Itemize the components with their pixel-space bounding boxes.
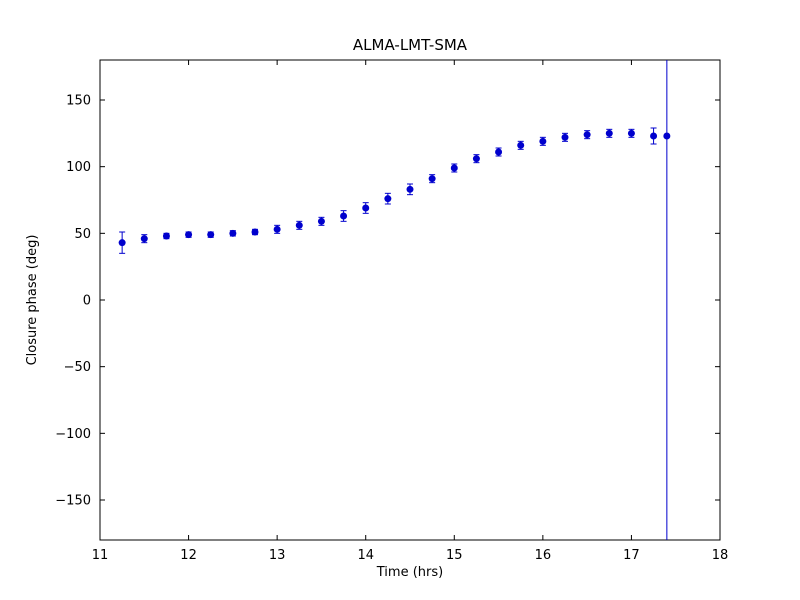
y-tick-label: 50 xyxy=(74,227,91,242)
data-point xyxy=(472,155,480,163)
data-point xyxy=(207,231,215,239)
y-tick-label: 150 xyxy=(66,94,91,109)
data-point xyxy=(539,137,547,145)
x-tick-label: 15 xyxy=(446,548,463,563)
data-point xyxy=(650,132,658,140)
data-point xyxy=(605,129,613,137)
data-point xyxy=(162,232,170,240)
data-point xyxy=(663,132,671,140)
y-tick-label: −50 xyxy=(64,360,91,375)
data-point xyxy=(627,129,635,137)
x-tick-label: 12 xyxy=(180,548,197,563)
x-tick-label: 17 xyxy=(623,548,640,563)
data-point xyxy=(362,204,370,212)
x-tick-label: 16 xyxy=(535,548,552,563)
data-point xyxy=(450,164,458,172)
data-point xyxy=(384,195,392,203)
plot-box xyxy=(99,59,721,541)
data-point xyxy=(251,228,259,236)
data-point xyxy=(229,229,237,237)
data-point xyxy=(317,217,325,225)
series-group xyxy=(118,60,671,540)
data-point xyxy=(406,185,414,193)
data-point xyxy=(140,235,148,243)
data-point xyxy=(495,148,503,156)
x-tick-label: 18 xyxy=(712,548,729,563)
x-tick-label: 13 xyxy=(269,548,286,563)
data-point xyxy=(340,212,348,220)
data-point xyxy=(295,221,303,229)
data-point xyxy=(583,131,591,139)
x-axis-label: Time (hrs) xyxy=(376,565,443,580)
data-point xyxy=(428,175,436,183)
y-tick-label: −100 xyxy=(55,427,91,442)
data-point xyxy=(561,133,569,141)
data-point xyxy=(118,239,126,247)
x-tick-label: 11 xyxy=(92,548,109,563)
data-point xyxy=(517,141,525,149)
y-tick-label: −150 xyxy=(55,494,91,509)
x-tick-label: 14 xyxy=(357,548,374,563)
y-tick-label: 100 xyxy=(66,160,91,175)
y-axis-label: Closure phase (deg) xyxy=(25,235,40,366)
chart-title: ALMA-LMT-SMA xyxy=(353,36,468,54)
y-tick-label: 0 xyxy=(83,294,91,309)
data-point xyxy=(185,231,193,239)
data-point xyxy=(273,225,281,233)
